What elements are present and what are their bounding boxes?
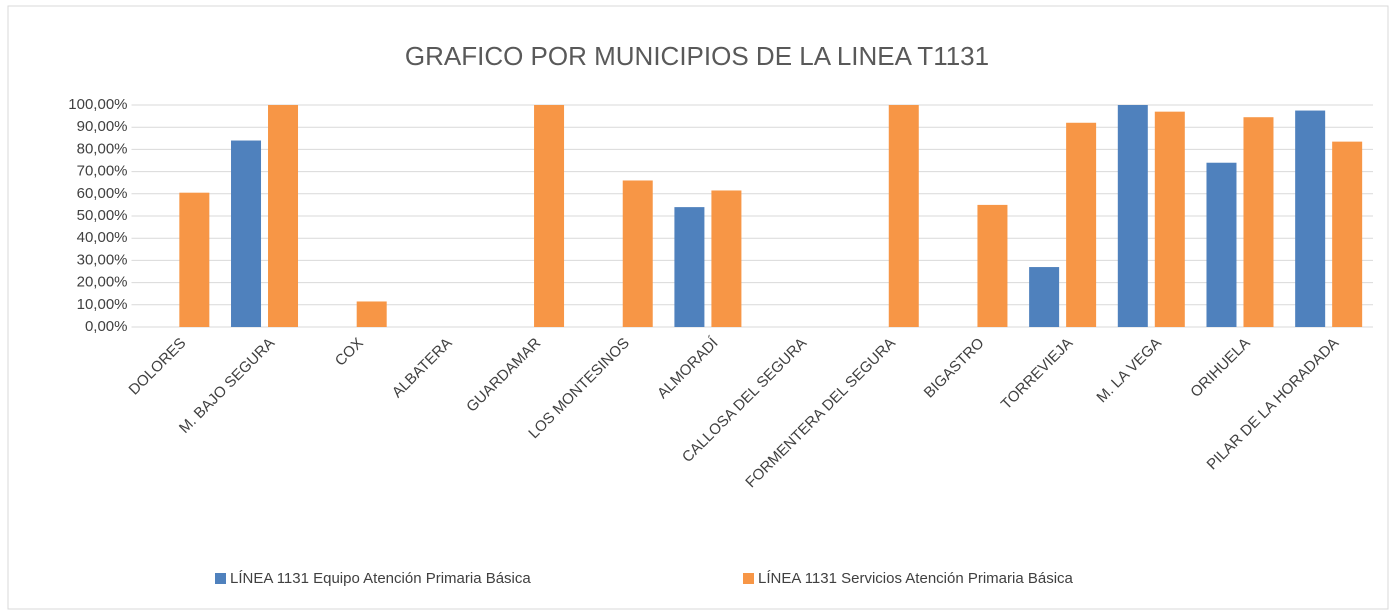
bar <box>1029 267 1060 327</box>
bar <box>1154 111 1185 327</box>
y-tick-label: 60,00% <box>77 185 128 202</box>
y-tick-label: 50,00% <box>77 207 128 224</box>
bar <box>1066 122 1097 327</box>
y-tick-label: 10,00% <box>77 296 128 313</box>
bar <box>179 192 210 327</box>
bar <box>977 204 1008 327</box>
bar <box>1243 117 1274 328</box>
legend-label: LÍNEA 1131 Equipo Atención Primaria Bási… <box>230 570 531 587</box>
y-tick-label: 40,00% <box>77 229 128 246</box>
bar <box>534 105 565 327</box>
bar <box>268 105 299 327</box>
bar <box>674 207 705 327</box>
bar <box>356 301 387 327</box>
bar <box>1332 141 1363 327</box>
bar <box>1295 110 1326 327</box>
legend-swatch <box>743 573 754 584</box>
y-tick-label: 30,00% <box>77 251 128 268</box>
bar <box>711 190 742 327</box>
bar <box>622 180 653 327</box>
bar <box>888 105 919 327</box>
bar <box>231 140 262 327</box>
y-tick-label: 20,00% <box>77 274 128 291</box>
y-tick-label: 80,00% <box>77 140 128 157</box>
legend-label: LÍNEA 1131 Servicios Atención Primaria B… <box>758 570 1074 587</box>
bar <box>1206 162 1237 327</box>
y-tick-label: 100,00% <box>68 96 127 113</box>
legend-swatch <box>215 573 226 584</box>
y-tick-label: 0,00% <box>85 318 128 335</box>
y-tick-label: 70,00% <box>77 163 128 180</box>
bar <box>1117 105 1148 327</box>
y-tick-label: 90,00% <box>77 118 128 135</box>
chart-title: GRAFICO POR MUNICIPIOS DE LA LINEA T1131 <box>405 41 989 71</box>
